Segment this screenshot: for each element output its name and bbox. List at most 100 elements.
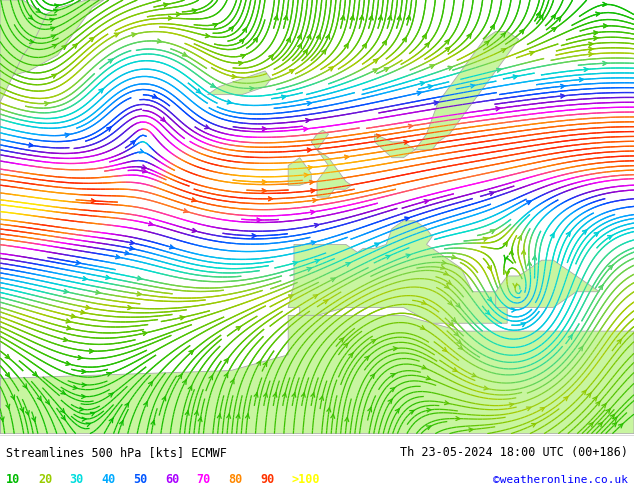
FancyArrowPatch shape xyxy=(29,143,33,147)
FancyArrowPatch shape xyxy=(560,94,565,98)
FancyArrowPatch shape xyxy=(304,127,307,131)
FancyArrowPatch shape xyxy=(368,407,372,412)
FancyArrowPatch shape xyxy=(304,173,308,177)
FancyArrowPatch shape xyxy=(404,141,408,144)
FancyArrowPatch shape xyxy=(391,373,395,377)
FancyArrowPatch shape xyxy=(445,40,449,44)
FancyArrowPatch shape xyxy=(183,380,186,384)
FancyArrowPatch shape xyxy=(61,416,65,420)
FancyArrowPatch shape xyxy=(566,232,571,236)
FancyArrowPatch shape xyxy=(607,236,612,239)
FancyArrowPatch shape xyxy=(349,353,353,358)
FancyArrowPatch shape xyxy=(306,119,310,122)
FancyArrowPatch shape xyxy=(488,297,492,301)
FancyArrowPatch shape xyxy=(434,101,438,105)
FancyArrowPatch shape xyxy=(44,102,49,106)
FancyArrowPatch shape xyxy=(128,306,132,310)
FancyArrowPatch shape xyxy=(456,416,460,420)
FancyArrowPatch shape xyxy=(185,411,189,416)
FancyArrowPatch shape xyxy=(403,37,406,42)
FancyArrowPatch shape xyxy=(599,285,603,290)
FancyArrowPatch shape xyxy=(183,209,188,213)
FancyArrowPatch shape xyxy=(331,414,335,418)
FancyArrowPatch shape xyxy=(62,46,66,49)
FancyArrowPatch shape xyxy=(275,16,278,20)
FancyArrowPatch shape xyxy=(584,68,588,72)
FancyArrowPatch shape xyxy=(593,397,597,401)
FancyArrowPatch shape xyxy=(309,180,314,184)
Text: 20: 20 xyxy=(38,473,52,487)
FancyArrowPatch shape xyxy=(307,34,311,39)
FancyArrowPatch shape xyxy=(142,165,146,169)
FancyArrowPatch shape xyxy=(230,379,234,384)
FancyArrowPatch shape xyxy=(579,346,583,351)
FancyArrowPatch shape xyxy=(250,87,254,91)
FancyArrowPatch shape xyxy=(99,89,103,93)
FancyArrowPatch shape xyxy=(89,349,94,353)
FancyArrowPatch shape xyxy=(456,416,460,420)
FancyArrowPatch shape xyxy=(598,422,602,427)
FancyArrowPatch shape xyxy=(472,373,476,377)
FancyArrowPatch shape xyxy=(210,83,215,87)
FancyArrowPatch shape xyxy=(284,16,288,20)
FancyArrowPatch shape xyxy=(448,301,452,305)
FancyArrowPatch shape xyxy=(138,276,141,280)
FancyArrowPatch shape xyxy=(61,391,65,394)
FancyArrowPatch shape xyxy=(192,9,197,13)
FancyArrowPatch shape xyxy=(505,271,509,275)
FancyArrowPatch shape xyxy=(447,280,451,284)
FancyArrowPatch shape xyxy=(582,391,586,394)
FancyArrowPatch shape xyxy=(114,33,119,37)
FancyArrowPatch shape xyxy=(582,391,586,394)
FancyArrowPatch shape xyxy=(526,407,531,411)
FancyArrowPatch shape xyxy=(288,295,293,298)
FancyArrowPatch shape xyxy=(293,262,297,265)
FancyArrowPatch shape xyxy=(472,373,476,377)
FancyArrowPatch shape xyxy=(65,133,69,137)
FancyArrowPatch shape xyxy=(566,232,571,236)
FancyArrowPatch shape xyxy=(298,44,301,48)
FancyArrowPatch shape xyxy=(417,91,422,95)
FancyArrowPatch shape xyxy=(91,199,95,203)
FancyArrowPatch shape xyxy=(428,85,432,89)
FancyArrowPatch shape xyxy=(430,65,434,69)
FancyArrowPatch shape xyxy=(564,396,568,401)
FancyArrowPatch shape xyxy=(443,347,447,351)
FancyArrowPatch shape xyxy=(54,9,58,13)
FancyArrowPatch shape xyxy=(73,44,77,48)
FancyArrowPatch shape xyxy=(408,124,413,128)
FancyArrowPatch shape xyxy=(422,365,426,369)
FancyArrowPatch shape xyxy=(292,392,295,397)
FancyArrowPatch shape xyxy=(491,24,494,29)
FancyArrowPatch shape xyxy=(0,417,4,421)
FancyArrowPatch shape xyxy=(125,403,129,407)
FancyArrowPatch shape xyxy=(391,388,395,392)
FancyArrowPatch shape xyxy=(368,407,372,412)
FancyArrowPatch shape xyxy=(243,27,247,32)
FancyArrowPatch shape xyxy=(521,323,526,326)
FancyArrowPatch shape xyxy=(315,260,320,263)
FancyArrowPatch shape xyxy=(589,42,593,46)
FancyArrowPatch shape xyxy=(51,27,55,31)
FancyArrowPatch shape xyxy=(326,34,330,39)
FancyArrowPatch shape xyxy=(61,391,65,394)
FancyArrowPatch shape xyxy=(80,407,84,411)
FancyArrowPatch shape xyxy=(54,9,58,13)
FancyArrowPatch shape xyxy=(292,392,295,397)
FancyArrowPatch shape xyxy=(236,414,240,418)
FancyArrowPatch shape xyxy=(238,61,243,65)
FancyArrowPatch shape xyxy=(148,382,153,386)
FancyArrowPatch shape xyxy=(301,392,305,397)
FancyArrowPatch shape xyxy=(604,24,607,28)
FancyArrowPatch shape xyxy=(148,382,153,386)
Text: 50: 50 xyxy=(133,473,147,487)
Text: 10: 10 xyxy=(6,473,20,487)
FancyArrowPatch shape xyxy=(5,354,10,359)
FancyArrowPatch shape xyxy=(603,2,607,6)
FancyArrowPatch shape xyxy=(552,27,556,31)
FancyArrowPatch shape xyxy=(470,84,475,88)
FancyArrowPatch shape xyxy=(505,271,509,275)
FancyArrowPatch shape xyxy=(398,16,401,20)
FancyArrowPatch shape xyxy=(308,166,313,170)
FancyArrowPatch shape xyxy=(143,332,147,336)
